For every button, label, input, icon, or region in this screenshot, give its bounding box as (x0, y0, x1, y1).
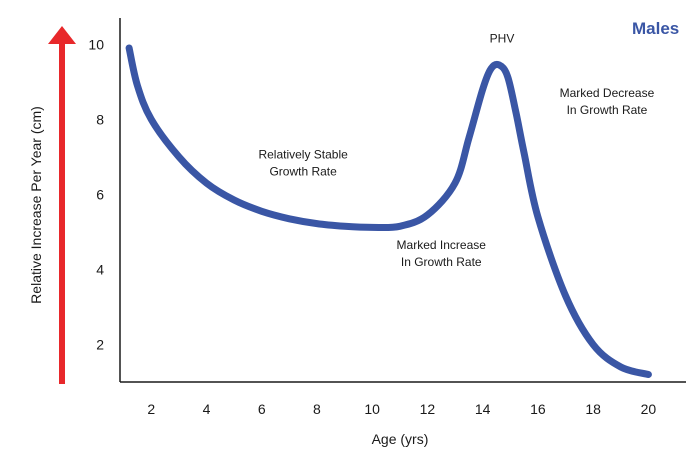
red-arrow-head (48, 26, 76, 44)
x-tick-label: 2 (147, 401, 155, 417)
x-tick-label: 16 (530, 401, 546, 417)
chart-annotation: Relatively Stable Growth Rate (258, 148, 348, 179)
annotation-line: Relatively Stable (258, 148, 348, 162)
y-tick-label: 8 (96, 111, 104, 127)
y-tick-label: 2 (96, 336, 104, 352)
y-axis-title: Relative Increase Per Year (cm) (28, 106, 44, 304)
x-axis-title: Age (yrs) (372, 431, 429, 447)
y-tick-label: 6 (96, 186, 104, 202)
y-tick-label: 4 (96, 261, 104, 277)
chart-annotation: PHV (490, 31, 515, 45)
series-label-males: Males (632, 19, 679, 38)
annotation-line: PHV (490, 31, 515, 45)
growth-curve-line (125, 44, 652, 378)
x-tick-label: 20 (641, 401, 657, 417)
x-tick-label: 18 (585, 401, 601, 417)
x-tick-label: 10 (364, 401, 380, 417)
x-tick-label: 14 (475, 401, 491, 417)
x-tick-label: 4 (203, 401, 211, 417)
annotation-line: Marked Decrease (560, 86, 655, 100)
chart-annotation: Marked Decrease In Growth Rate (560, 86, 655, 117)
y-tick-label: 10 (88, 36, 104, 52)
x-tick-label: 8 (313, 401, 321, 417)
x-tick-label: 6 (258, 401, 266, 417)
annotation-line: In Growth Rate (401, 255, 482, 269)
annotation-line: Marked Increase (397, 238, 487, 252)
y-tick-labels: 2 4 6 8 10 (88, 36, 104, 352)
annotation-line: In Growth Rate (567, 103, 648, 117)
chart-annotations: PHV Relatively Stable Growth Rate Marked In… (258, 31, 654, 268)
chart-annotation: Marked Increase In Growth Rate (397, 238, 487, 269)
y-axis-red-arrow (48, 26, 76, 384)
annotation-line: Growth Rate (269, 165, 337, 179)
x-tick-label: 12 (420, 401, 436, 417)
x-tick-labels: 2 4 6 8 10 12 14 16 18 20 (147, 401, 656, 417)
